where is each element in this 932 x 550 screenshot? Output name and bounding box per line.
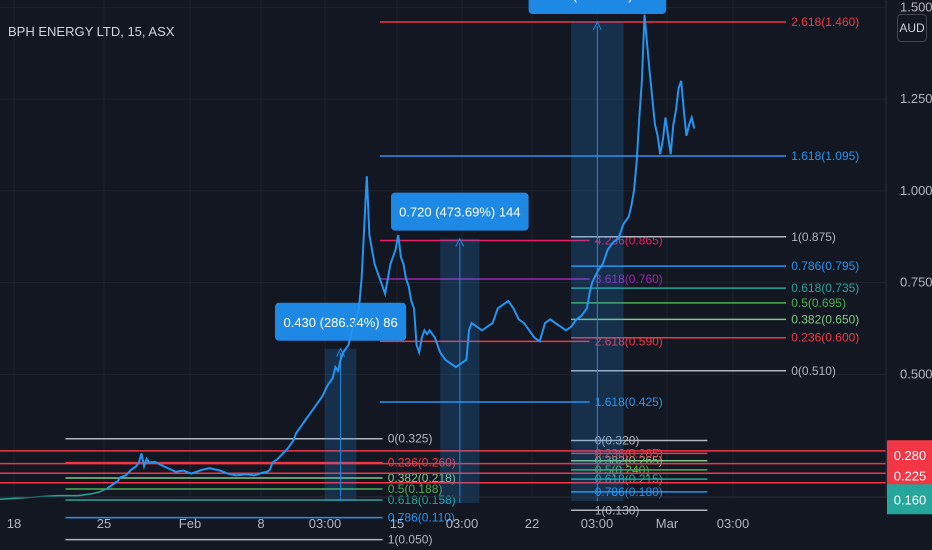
measure-label-box bbox=[391, 192, 529, 231]
x-tick-label: Feb bbox=[179, 516, 201, 531]
fib-level-label: 0.786(0.180) bbox=[595, 485, 663, 499]
fib-level-label: 1.618(1.095) bbox=[791, 149, 859, 163]
x-tick-label: 03:00 bbox=[446, 516, 479, 531]
fib-level-label: 0.786(0.795) bbox=[791, 259, 859, 273]
fib-level-label: 0(0.510) bbox=[791, 364, 836, 378]
price-line bbox=[106, 14, 696, 490]
measure-label: 1.305 (832.07%) 261 bbox=[537, 0, 658, 3]
horizontal-lines bbox=[0, 450, 886, 484]
fib-level-label: 0(0.325) bbox=[388, 432, 433, 446]
y-tick-label: 1.000 bbox=[900, 183, 932, 198]
price-line-early bbox=[0, 487, 108, 501]
fib-level-label: 0.236(0.260) bbox=[388, 456, 456, 470]
x-axis: 18 25 Feb 8 03:00 15 03:00 22 03:00 Mar 03:00 bbox=[0, 496, 932, 531]
measure-label-box bbox=[275, 302, 407, 341]
fib-level-label: 0.618(0.735) bbox=[791, 281, 859, 295]
x-tick-label: 03:00 bbox=[581, 516, 614, 531]
y-tick-label: 1.500 bbox=[900, 0, 932, 14]
fib-level-label: 0.382(0.218) bbox=[388, 471, 456, 485]
y-tick-label: 1.250 bbox=[900, 91, 932, 106]
fib-level-label: 1(0.130) bbox=[595, 503, 640, 517]
fib-level-label: 0.5(0.188) bbox=[388, 482, 443, 496]
fib-level-label: 0.5(0.695) bbox=[791, 296, 846, 310]
measure-label-box bbox=[528, 0, 667, 15]
x-tick-label: Mar bbox=[656, 516, 679, 531]
measurement-callouts: 0.430 (286.34%) 86 0.720 (473.69%) 144 1.3… bbox=[275, 0, 667, 503]
x-tick-label: 18 bbox=[7, 516, 21, 531]
y-axis: 1.500 1.250 1.000 0.750 0.500 bbox=[885, 0, 932, 497]
fib-level-label: 0.236(0.600) bbox=[791, 331, 859, 345]
x-tick-label: 15 bbox=[390, 516, 404, 531]
fib-level-label: 2.618(1.460) bbox=[791, 15, 859, 29]
measure-label: 0.720 (473.69%) 144 bbox=[399, 205, 520, 220]
y-tick-label: 0.500 bbox=[900, 366, 932, 381]
price-tag bbox=[887, 484, 932, 515]
measure-arrowhead bbox=[455, 237, 465, 247]
x-tick-label: 25 bbox=[97, 516, 111, 531]
fib-level-label: 1(0.050) bbox=[388, 533, 433, 547]
y-tick-label: 0.750 bbox=[900, 275, 932, 290]
currency-button[interactable]: AUD bbox=[897, 14, 927, 42]
x-tick-label: 22 bbox=[525, 516, 539, 531]
price-tag-label: 0.160 bbox=[894, 492, 927, 507]
symbol-title: BPH ENERGY LTD, 15, ASX bbox=[8, 24, 175, 39]
measure-arrowhead bbox=[592, 20, 602, 31]
price-tags: 0.280 0.225 0.160 bbox=[887, 440, 932, 515]
x-tick-label: 03:00 bbox=[309, 516, 342, 531]
price-tag-label: 0.280 bbox=[894, 448, 927, 463]
fib-level-label: 1.618(0.425) bbox=[595, 395, 663, 409]
price-tag-label: 0.225 bbox=[894, 468, 927, 483]
fib-level-label: 1(0.875) bbox=[791, 230, 836, 244]
x-tick-label: 8 bbox=[257, 516, 264, 531]
fib-level-label: 3.618(0.760) bbox=[595, 272, 663, 286]
fib-level-label: 0.236(0.285) bbox=[595, 446, 663, 460]
fib-level-label: 0(0.320) bbox=[595, 434, 640, 448]
x-tick-label: 03:00 bbox=[717, 516, 750, 531]
measure-label: 0.430 (286.34%) 86 bbox=[283, 315, 397, 330]
fib-level-label: 0.382(0.650) bbox=[791, 312, 859, 326]
fib-level-label: 0.786(0.110) bbox=[388, 511, 455, 525]
